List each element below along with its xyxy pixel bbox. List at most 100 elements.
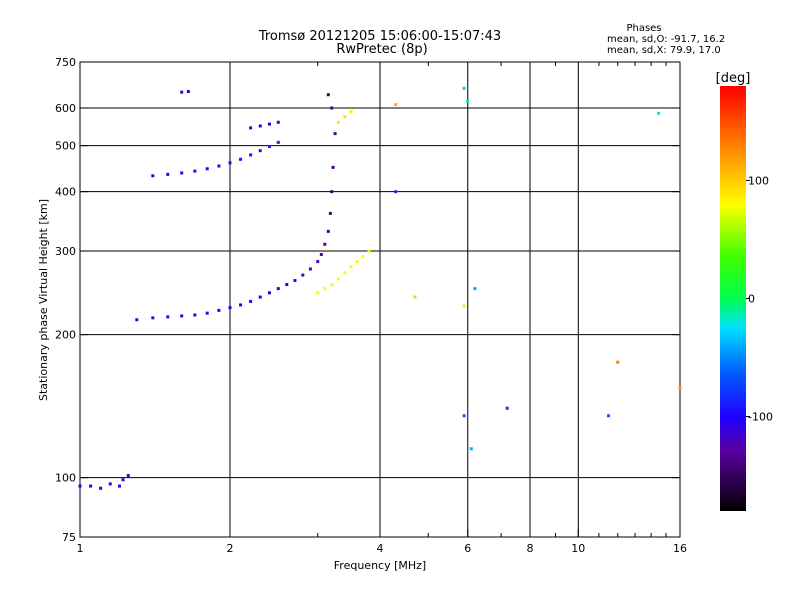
data-point <box>316 260 320 264</box>
data-point <box>258 295 262 299</box>
data-point <box>249 126 253 130</box>
data-point <box>180 314 184 318</box>
data-point <box>331 165 335 169</box>
data-point <box>466 99 470 103</box>
data-point <box>249 153 253 157</box>
data-point <box>249 299 253 303</box>
chart-subtitle: RwPretec (8p) <box>336 42 427 57</box>
stats-heading: Phases <box>626 23 661 34</box>
y-tick-label: 400 <box>55 186 76 199</box>
data-point <box>326 93 330 97</box>
x-axis-label: Frequency [MHz] <box>334 559 426 572</box>
data-point <box>180 171 184 175</box>
data-point <box>180 90 184 94</box>
data-point <box>330 283 334 287</box>
data-point <box>78 484 82 488</box>
data-point <box>462 86 466 90</box>
data-point <box>333 132 337 136</box>
data-point <box>276 120 280 124</box>
data-point <box>228 306 232 310</box>
data-point <box>258 124 262 128</box>
data-point <box>99 486 103 490</box>
x-tick-label: 10 <box>571 542 585 555</box>
colorbar <box>720 86 746 511</box>
y-tick-label: 750 <box>55 56 76 69</box>
data-point <box>267 291 271 295</box>
data-point <box>413 295 417 299</box>
data-point <box>193 313 197 317</box>
data-point <box>343 115 347 119</box>
data-point <box>607 414 611 418</box>
data-point <box>186 90 190 94</box>
stats-line-o: mean, sd,O: -91.7, 16.2 <box>607 34 725 45</box>
data-point <box>217 164 221 168</box>
data-point <box>151 174 155 178</box>
data-point <box>462 414 466 418</box>
y-tick-label: 600 <box>55 102 76 115</box>
data-point <box>135 318 139 322</box>
data-point <box>616 360 620 364</box>
data-point <box>166 172 170 176</box>
y-axis-label: Stationary phase Virtual Height [km] <box>37 199 50 401</box>
data-point <box>121 478 125 482</box>
data-point <box>267 144 271 148</box>
data-point <box>323 287 327 291</box>
data-point <box>258 149 262 153</box>
data-point <box>276 287 280 291</box>
colorbar-ticks: 100 0 -100 <box>746 174 773 424</box>
data-point <box>205 311 209 315</box>
data-point <box>343 271 347 275</box>
x-tick-label: 2 <box>227 542 234 555</box>
data-point <box>361 255 365 259</box>
data-point <box>328 211 332 215</box>
data-point <box>473 287 477 291</box>
x-tick-label: 1 <box>77 542 84 555</box>
x-tick-label: 6 <box>464 542 471 555</box>
y-tick-label: 300 <box>55 245 76 258</box>
data-point <box>166 315 170 319</box>
data-point <box>267 122 271 126</box>
data-point <box>330 106 334 110</box>
data-point <box>193 169 197 173</box>
data-point <box>308 267 312 271</box>
data-point <box>285 283 289 287</box>
data-point <box>151 316 155 320</box>
data-point <box>349 109 353 113</box>
data-point <box>678 385 682 389</box>
y-tick-label: 100 <box>55 472 76 485</box>
data-points <box>78 86 682 490</box>
colorbar-label: [deg] <box>716 71 751 86</box>
data-point <box>301 273 305 277</box>
data-point <box>349 265 353 269</box>
stats-line-x: mean, sd,X: 79.9, 17.0 <box>607 45 721 56</box>
data-point <box>394 103 398 107</box>
data-point <box>205 167 209 171</box>
data-point <box>126 474 130 478</box>
data-point <box>89 484 93 488</box>
data-point <box>336 120 340 124</box>
x-tick-label: 8 <box>527 542 534 555</box>
data-point <box>336 277 340 281</box>
y-axis-ticks: 75 100 200 300 400 500 600 750 <box>55 56 680 544</box>
data-point <box>462 304 466 308</box>
x-axis-ticks: 1 2 4 6 8 10 16 <box>77 62 687 555</box>
data-point <box>319 252 323 256</box>
data-point <box>239 157 243 161</box>
data-point <box>355 260 359 264</box>
data-point <box>108 482 112 486</box>
x-tick-label: 16 <box>673 542 687 555</box>
data-point <box>316 291 320 295</box>
chart-title: Tromsø 20121205 15:06:00-15:07:43 <box>258 29 501 44</box>
y-tick-label: 75 <box>62 531 76 544</box>
data-point <box>326 229 330 233</box>
data-point <box>657 111 661 115</box>
y-tick-label: 500 <box>55 140 76 153</box>
data-point <box>276 140 280 144</box>
data-point <box>228 161 232 165</box>
data-point <box>330 190 334 194</box>
colorbar-tick-label: 0 <box>748 293 755 306</box>
data-point <box>394 190 398 194</box>
y-tick-label: 200 <box>55 329 76 342</box>
colorbar-tick-label: -100 <box>748 411 773 424</box>
colorbar-tick-label: 100 <box>748 174 769 187</box>
